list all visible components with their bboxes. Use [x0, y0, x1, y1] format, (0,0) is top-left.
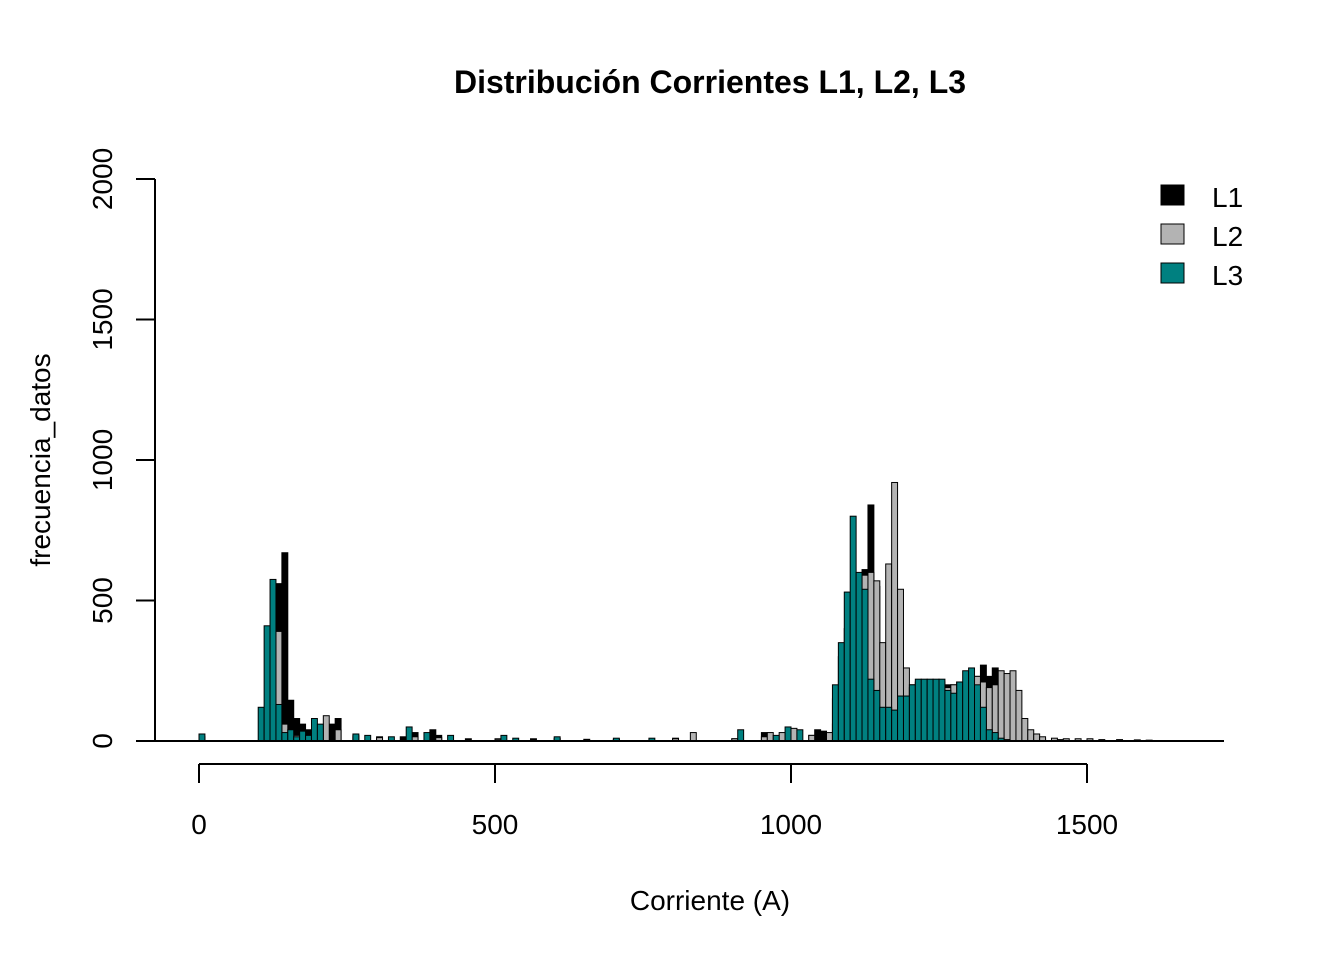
bar-L2-58	[1015, 689, 1023, 742]
bar-L3-42	[920, 678, 928, 742]
bar-L1-15	[429, 729, 437, 742]
y-tick-label-1: 500	[87, 577, 118, 624]
bar-L3-5	[281, 732, 289, 742]
y-tick-label-0: 0	[87, 733, 118, 749]
bar-L3-47	[950, 692, 958, 742]
bar-L3-3	[269, 578, 277, 742]
bar-L3-51	[974, 684, 981, 742]
bar-L3-8	[299, 730, 307, 742]
bar-L2-56	[1003, 673, 1011, 742]
bar-L3-26	[796, 729, 804, 742]
x-tick-label-2: 1000	[760, 809, 822, 840]
y-axis: 0 500 1000 1500 2000	[87, 148, 156, 749]
x-axis-label: Corriente (A)	[630, 885, 790, 916]
bar-L3-37	[891, 709, 899, 742]
bar-L3-15	[405, 726, 413, 742]
bar-L3-31	[855, 571, 863, 742]
bar-L3-38	[897, 695, 904, 742]
bar-L2-60	[1027, 729, 1035, 742]
legend-swatch-L2	[1160, 223, 1185, 245]
bar-L3-30	[849, 515, 857, 742]
series-L2	[198, 481, 1153, 742]
bar-L3-27	[831, 684, 839, 742]
legend-label-L1: L1	[1212, 182, 1243, 213]
bar-L3-34	[873, 689, 881, 742]
x-tick-label-3: 1500	[1056, 809, 1118, 840]
bar-L3-54	[991, 732, 999, 742]
bar-L3-33	[867, 678, 875, 742]
bar-L3-11	[316, 723, 324, 742]
y-tick-label-2: 1000	[87, 429, 118, 491]
legend-swatch-L3	[1160, 262, 1185, 284]
bar-L1-30	[814, 729, 822, 742]
bar-L3-50	[968, 667, 976, 742]
bar-L3-44	[932, 678, 940, 742]
bar-L3-49	[962, 670, 970, 742]
bar-L3-16	[423, 732, 431, 742]
bar-L3-0	[198, 733, 206, 742]
bar-L1-3	[281, 552, 289, 742]
bar-L2-61	[1033, 733, 1041, 742]
bar-L2-26	[826, 732, 833, 742]
bar-L3-53	[985, 729, 993, 742]
bar-L2-19	[689, 732, 697, 742]
x-tick-label-0: 0	[191, 809, 207, 840]
y-axis-label: frecuencia_datos	[25, 353, 56, 566]
bar-L3-35	[879, 706, 887, 742]
y-tick-label-3: 1500	[87, 288, 118, 350]
bar-L2-37	[891, 481, 899, 742]
bar-L3-23	[737, 729, 745, 742]
bar-L3-32	[861, 588, 869, 742]
bar-L3-29	[843, 591, 851, 742]
bar-L3-10	[310, 718, 318, 742]
bar-L3-28	[837, 642, 845, 742]
bar-L1-9	[328, 723, 336, 742]
legend-label-L3: L3	[1212, 260, 1243, 291]
bar-L3-12	[352, 733, 360, 742]
bar-L3-1	[257, 706, 265, 742]
bar-L3-2	[263, 625, 271, 742]
bar-L3-40	[908, 684, 916, 742]
legend-swatch-L1	[1160, 184, 1185, 206]
chart-title: Distribución Corrientes L1, L2, L3	[454, 64, 966, 100]
y-tick-label-4: 2000	[87, 148, 118, 210]
bar-L2-22	[766, 732, 774, 742]
bar-L1-31	[820, 730, 828, 742]
bar-L2-23	[778, 732, 786, 742]
bar-L2-9	[322, 715, 330, 742]
legend: L1 L2 L3	[1160, 182, 1243, 291]
x-tick-label-1: 500	[472, 809, 519, 840]
bar-L2-57	[1009, 670, 1017, 742]
bar-L3-45	[938, 678, 946, 742]
legend-label-L2: L2	[1212, 221, 1243, 252]
bar-L2-10	[334, 729, 342, 742]
bars-layer	[198, 481, 1153, 742]
bar-L2-24	[790, 727, 798, 742]
bar-L3-46	[944, 689, 952, 742]
bar-L3-6	[287, 729, 295, 742]
bar-L3-36	[885, 706, 893, 742]
bar-L3-41	[914, 678, 922, 742]
bar-L3-43	[926, 678, 934, 742]
bar-L2-55	[997, 670, 1005, 742]
bar-L3-4	[275, 703, 283, 742]
bar-L3-25	[784, 726, 792, 742]
bar-L2-59	[1021, 718, 1029, 742]
bar-L3-39	[902, 695, 910, 742]
bar-L3-52	[979, 706, 987, 742]
x-axis: 0 500 1000 1500	[191, 763, 1118, 840]
bar-L3-48	[956, 681, 964, 742]
